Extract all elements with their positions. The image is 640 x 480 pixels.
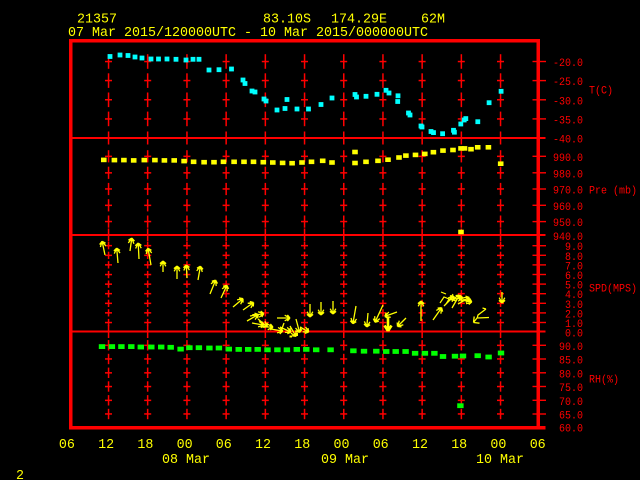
svg-text:SPD(MPS): SPD(MPS) (589, 284, 637, 296)
svg-text:1.0: 1.0 (565, 319, 583, 331)
svg-text:12: 12 (255, 438, 271, 453)
svg-text:-25.0: -25.0 (553, 77, 583, 89)
svg-text:06: 06 (530, 438, 546, 453)
svg-text:60.0: 60.0 (559, 424, 583, 436)
svg-text:940.0: 940.0 (553, 232, 583, 244)
svg-text:06: 06 (373, 438, 389, 453)
svg-text:960.0: 960.0 (553, 202, 583, 214)
svg-text:4.0: 4.0 (565, 290, 583, 302)
svg-text:-20.0: -20.0 (553, 58, 583, 70)
svg-text:12: 12 (98, 438, 114, 453)
svg-text:00: 00 (334, 438, 350, 453)
svg-text:-30.0: -30.0 (553, 96, 583, 108)
svg-text:70.0: 70.0 (559, 397, 583, 409)
svg-text:00: 00 (490, 438, 506, 453)
svg-text:06: 06 (216, 438, 232, 453)
svg-text:950.0: 950.0 (553, 218, 583, 230)
svg-text:RH(%): RH(%) (589, 375, 619, 387)
svg-text:T(C): T(C) (589, 86, 613, 98)
svg-text:-35.0: -35.0 (553, 115, 583, 127)
svg-text:07 Mar 2015/120000UTC - 10 Mar: 07 Mar 2015/120000UTC - 10 Mar 2015/0000… (68, 26, 428, 41)
svg-text:80.0: 80.0 (559, 369, 583, 381)
svg-text:0.0: 0.0 (565, 329, 583, 341)
svg-text:08 Mar: 08 Mar (162, 453, 210, 468)
svg-text:6.0: 6.0 (565, 271, 583, 283)
svg-text:75.0: 75.0 (559, 383, 583, 395)
svg-text:10 Mar: 10 Mar (476, 453, 524, 468)
svg-text:8.0: 8.0 (565, 252, 583, 264)
svg-text:2: 2 (16, 469, 24, 480)
svg-text:174.29E: 174.29E (331, 12, 387, 27)
svg-text:62M: 62M (421, 12, 445, 27)
svg-text:09 Mar: 09 Mar (321, 453, 369, 468)
svg-text:970.0: 970.0 (553, 186, 583, 198)
svg-text:-40.0: -40.0 (553, 135, 583, 147)
svg-text:18: 18 (294, 438, 310, 453)
svg-text:21357: 21357 (77, 12, 117, 27)
svg-text:Pre (mb): Pre (mb) (589, 186, 637, 198)
svg-text:9.0: 9.0 (565, 242, 583, 254)
svg-text:2.0: 2.0 (565, 309, 583, 321)
svg-text:83.10S: 83.10S (263, 12, 311, 27)
svg-text:12: 12 (412, 438, 428, 453)
svg-text:7.0: 7.0 (565, 261, 583, 273)
svg-text:06: 06 (59, 438, 75, 453)
svg-text:5.0: 5.0 (565, 281, 583, 293)
svg-text:3.0: 3.0 (565, 300, 583, 312)
svg-text:18: 18 (137, 438, 153, 453)
svg-text:90.0: 90.0 (559, 342, 583, 354)
svg-text:990.0: 990.0 (553, 153, 583, 165)
svg-text:65.0: 65.0 (559, 411, 583, 423)
svg-text:980.0: 980.0 (553, 169, 583, 181)
svg-text:85.0: 85.0 (559, 356, 583, 368)
svg-text:18: 18 (451, 438, 467, 453)
svg-text:00: 00 (177, 438, 193, 453)
